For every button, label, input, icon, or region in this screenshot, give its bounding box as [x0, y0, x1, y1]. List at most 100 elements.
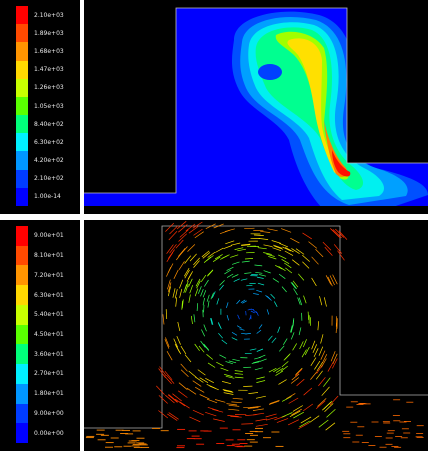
velocity-vector — [282, 246, 292, 252]
legend-tick-label: 9.00e+00 — [34, 409, 64, 417]
velocity-vector — [315, 370, 323, 380]
velocity-vector — [225, 361, 234, 365]
velocity-vector — [232, 358, 240, 362]
velocity-vector — [283, 338, 288, 345]
velocity-vector — [271, 240, 282, 244]
contour-legend-panel: 2.10e+03 1.89e+03 1.68e+03 1.47e+03 1.26e+03… — [0, 0, 80, 214]
velocity-vector — [234, 373, 244, 375]
velocity-vector — [174, 289, 178, 299]
velocity-vector — [329, 275, 335, 286]
velocity-vector — [257, 282, 265, 286]
velocity-vector — [280, 228, 292, 233]
velocity-vector — [285, 247, 294, 253]
velocity-vector — [295, 367, 303, 376]
velocity-vector — [317, 321, 320, 331]
velocity-vector — [329, 228, 340, 237]
velocity-vector — [180, 369, 189, 378]
contour-band — [324, 120, 348, 177]
velocity-vector — [231, 401, 242, 404]
velocity-vector — [327, 361, 334, 372]
legend-swatch — [16, 226, 28, 247]
velocity-vector — [253, 229, 264, 232]
velocity-vector — [310, 357, 317, 366]
velocity-vector — [253, 293, 259, 295]
velocity-vector — [272, 247, 282, 252]
velocity-vector — [202, 297, 205, 306]
velocity-vector — [200, 274, 207, 283]
velocity-vector — [234, 376, 244, 379]
velocity-vector — [168, 394, 178, 403]
velocity-vector — [244, 272, 252, 274]
velocity-vector — [281, 258, 290, 265]
velocity-vector — [167, 279, 171, 290]
velocity-vector — [256, 276, 264, 279]
velocity-vector — [205, 223, 216, 230]
velocity-vector — [175, 239, 184, 249]
velocity-vector — [211, 291, 216, 298]
velocity-vector — [278, 254, 287, 260]
velocity-vector — [219, 280, 225, 286]
velocity-vector — [242, 300, 247, 304]
velocity-vector — [226, 403, 238, 406]
velocity-vector — [203, 324, 207, 332]
velocity-vector — [268, 400, 280, 405]
velocity-vector — [167, 413, 178, 421]
velocity-vector — [313, 348, 319, 358]
velocity-vector — [244, 227, 255, 230]
velocity-vector — [258, 324, 263, 329]
velocity-vector — [320, 350, 326, 360]
velocity-vector — [248, 392, 259, 394]
velocity-vector — [219, 354, 227, 359]
velocity-vector — [231, 331, 238, 336]
velocity-vector — [178, 224, 188, 233]
velocity-vector — [239, 328, 245, 331]
velocity-vector — [315, 400, 326, 409]
velocity-vector — [226, 266, 234, 271]
velocity-vector — [231, 337, 238, 341]
velocity-vector — [302, 232, 312, 240]
velocity-vector — [267, 228, 278, 232]
legend-tick-label: 0.00e+00 — [34, 429, 64, 437]
velocity-vector — [295, 248, 305, 255]
velocity-vector — [266, 253, 275, 257]
velocity-vector — [222, 389, 233, 392]
velocity-vector — [263, 270, 271, 274]
velocity-vector — [280, 365, 288, 372]
velocity-vector — [210, 318, 213, 325]
velocity-vector — [220, 255, 228, 260]
velocity-vector — [241, 260, 250, 263]
velocity-vector — [158, 395, 168, 404]
velocity-vector — [206, 354, 214, 360]
velocity-vector — [321, 401, 332, 411]
legend-tick-label: 5.40e+01 — [34, 311, 64, 319]
velocity-vector — [225, 375, 235, 379]
velocity-vector — [213, 418, 225, 422]
legend-tick-label: 1.00e-14 — [34, 193, 61, 201]
velocity-vector — [307, 311, 309, 320]
velocity-vector — [179, 279, 184, 289]
velocity-vector — [189, 416, 201, 423]
velocity-vector — [290, 377, 300, 384]
velocity-vector — [234, 370, 243, 372]
velocity-vector — [220, 367, 229, 372]
velocity-vector — [207, 406, 219, 412]
velocity-vector — [221, 339, 228, 345]
velocity-vector — [165, 394, 175, 404]
velocity-vector — [320, 358, 327, 368]
velocity-vector — [256, 289, 263, 293]
velocity-vector — [256, 329, 262, 334]
velocity-vector — [272, 278, 280, 283]
velocity-vector — [181, 299, 184, 309]
velocity-vector — [175, 297, 178, 307]
velocity-vector — [197, 286, 202, 294]
velocity-vector — [241, 244, 251, 247]
legend-tick-label: 1.68e+03 — [34, 47, 64, 55]
velocity-vector — [278, 379, 287, 385]
vector-plot — [84, 221, 428, 449]
velocity-vector — [255, 423, 268, 427]
velocity-vector — [206, 255, 214, 262]
velocity-vector — [193, 228, 203, 236]
velocity-vector — [255, 395, 266, 399]
velocity-vector — [296, 378, 305, 387]
velocity-vector — [176, 221, 187, 230]
